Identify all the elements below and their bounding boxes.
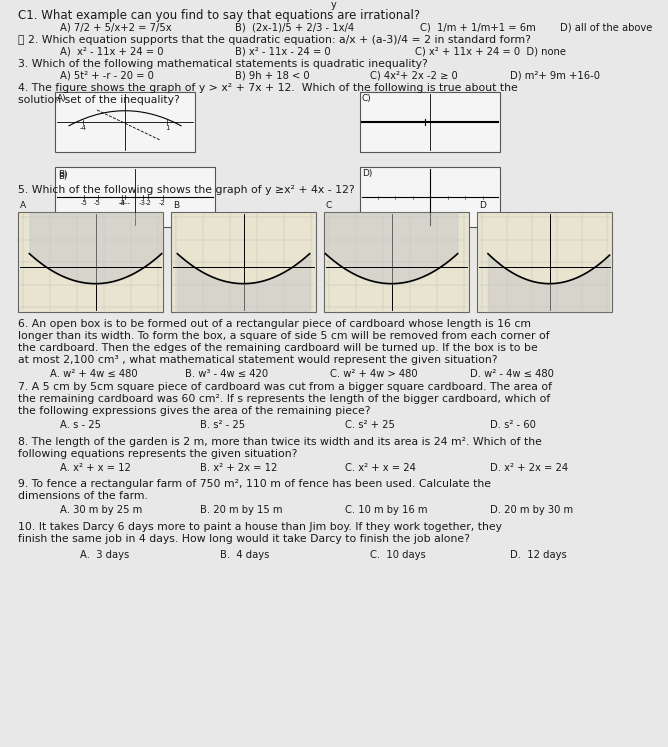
Text: longer than its width. To form the box, a square of side 5 cm will be removed fr: longer than its width. To form the box, … <box>18 331 550 341</box>
Text: D. 20 m by 30 m: D. 20 m by 30 m <box>490 505 573 515</box>
Text: 5. Which of the following shows the graph of y ≥x² + 4x - 12?: 5. Which of the following shows the grap… <box>18 185 355 195</box>
FancyBboxPatch shape <box>171 212 316 312</box>
Text: C): C) <box>362 94 372 103</box>
Text: B. s² - 25: B. s² - 25 <box>200 420 245 430</box>
FancyBboxPatch shape <box>55 92 195 152</box>
Text: -2: -2 <box>159 200 166 206</box>
Text: B. 20 m by 15 m: B. 20 m by 15 m <box>200 505 283 515</box>
Text: B)  (2x-1)/5 + 2/3 - 1x/4: B) (2x-1)/5 + 2/3 - 1x/4 <box>235 23 354 33</box>
Text: A) 5t² + -r - 20 = 0: A) 5t² + -r - 20 = 0 <box>60 71 154 81</box>
Text: A. x² + x = 12: A. x² + x = 12 <box>60 463 131 473</box>
FancyBboxPatch shape <box>18 212 163 312</box>
Text: D: D <box>479 201 486 210</box>
Text: -5: -5 <box>80 200 88 206</box>
Text: A. w² + 4w ≤ 480: A. w² + 4w ≤ 480 <box>50 369 138 379</box>
Text: A)  x² - 11x + 24 = 0: A) x² - 11x + 24 = 0 <box>60 47 164 57</box>
Text: C)  1/m + 1/m+1 = 6m: C) 1/m + 1/m+1 = 6m <box>420 23 536 33</box>
Text: A: A <box>20 201 26 210</box>
Text: B. w³ - 4w ≤ 420: B. w³ - 4w ≤ 420 <box>185 369 268 379</box>
Text: D. w² - 4w ≤ 480: D. w² - 4w ≤ 480 <box>470 369 554 379</box>
Text: C. x² + x = 24: C. x² + x = 24 <box>345 463 416 473</box>
Text: C) 4x²+ 2x -2 ≥ 0: C) 4x²+ 2x -2 ≥ 0 <box>370 71 458 81</box>
Text: the following expressions gives the area of the remaining piece?: the following expressions gives the area… <box>18 406 371 416</box>
Text: 9. To fence a rectangular farm of 750 m², 110 m of fence has been used. Calculat: 9. To fence a rectangular farm of 750 m²… <box>18 479 491 489</box>
Text: 1: 1 <box>165 125 169 131</box>
Text: A. s - 25: A. s - 25 <box>60 420 101 430</box>
Text: A. 30 m by 25 m: A. 30 m by 25 m <box>60 505 142 515</box>
Text: B): B) <box>58 170 67 179</box>
Text: 3. Which of the following mathematical statements is quadratic inequality?: 3. Which of the following mathematical s… <box>18 59 428 69</box>
Text: the cardboard. Then the edges of the remaining cardboard will be turned up. If t: the cardboard. Then the edges of the rem… <box>18 343 538 353</box>
Text: C. s² + 25: C. s² + 25 <box>345 420 395 430</box>
Text: B) 9h + 18 < 0: B) 9h + 18 < 0 <box>235 71 310 81</box>
Text: C: C <box>326 201 332 210</box>
Text: 8. The length of the garden is 2 m, more than twice its width and its area is 24: 8. The length of the garden is 2 m, more… <box>18 437 542 447</box>
Text: following equations represents the given situation?: following equations represents the given… <box>18 449 297 459</box>
Text: -4--: -4-- <box>119 200 131 206</box>
Text: -5: -5 <box>94 200 101 206</box>
FancyBboxPatch shape <box>324 212 469 312</box>
Text: -3: -3 <box>139 200 146 206</box>
Text: B.  4 days: B. 4 days <box>220 550 269 560</box>
Text: D) m²+ 9m +16-0: D) m²+ 9m +16-0 <box>510 71 600 81</box>
Text: B) x² - 11x - 24 = 0: B) x² - 11x - 24 = 0 <box>235 47 331 57</box>
Text: y: y <box>331 0 337 10</box>
Text: 4. The figure shows the graph of y > x² + 7x + 12.  Which of the following is tr: 4. The figure shows the graph of y > x² … <box>18 83 518 93</box>
Text: A.  3 days: A. 3 days <box>80 550 129 560</box>
Text: D. s² - 60: D. s² - 60 <box>490 420 536 430</box>
Text: D) all of the above: D) all of the above <box>560 23 653 33</box>
Text: 7. A 5 cm by 5cm square piece of cardboard was cut from a bigger square cardboar: 7. A 5 cm by 5cm square piece of cardboa… <box>18 382 552 392</box>
Text: finish the same job in 4 days. How long would it take Darcy to finish the job al: finish the same job in 4 days. How long … <box>18 534 470 544</box>
Text: C1. What example can you find to say that equations are irrational?: C1. What example can you find to say tha… <box>18 9 420 22</box>
Text: B): B) <box>58 172 67 181</box>
Text: C.  10 days: C. 10 days <box>370 550 426 560</box>
Text: C) x² + 11x + 24 = 0  D) none: C) x² + 11x + 24 = 0 D) none <box>415 47 566 57</box>
Text: D. x² + 2x = 24: D. x² + 2x = 24 <box>490 463 568 473</box>
Text: C. 10 m by 16 m: C. 10 m by 16 m <box>345 505 428 515</box>
Text: D): D) <box>362 169 372 178</box>
Text: -3: -3 <box>119 200 126 206</box>
FancyBboxPatch shape <box>360 167 500 227</box>
Text: A): A) <box>57 94 67 103</box>
Text: dimensions of the farm.: dimensions of the farm. <box>18 491 148 501</box>
Text: A) 7/2 + 5/x+2 = 7/5x: A) 7/2 + 5/x+2 = 7/5x <box>60 23 172 33</box>
Text: -2: -2 <box>144 200 151 206</box>
Text: D.  12 days: D. 12 days <box>510 550 566 560</box>
Text: C. w² + 4w > 480: C. w² + 4w > 480 <box>330 369 418 379</box>
Text: 10. It takes Darcy 6 days more to paint a house than Jim boy. If they work toget: 10. It takes Darcy 6 days more to paint … <box>18 522 502 532</box>
Text: at most 2,100 cm³ , what mathematical statement would represent the given situat: at most 2,100 cm³ , what mathematical st… <box>18 355 498 365</box>
FancyBboxPatch shape <box>360 92 500 152</box>
FancyBboxPatch shape <box>477 212 612 312</box>
Text: ਿ 2. Which equation supports that the quadratic equation: a/x + (a-3)/4 = 2 in s: ਿ 2. Which equation supports that the qu… <box>18 35 531 45</box>
Text: solution set of the inequality?: solution set of the inequality? <box>18 95 180 105</box>
Text: -4: -4 <box>79 125 86 131</box>
Text: the remaining cardboard was 60 cm². If s represents the length of the bigger car: the remaining cardboard was 60 cm². If s… <box>18 394 550 404</box>
Text: B. x² + 2x = 12: B. x² + 2x = 12 <box>200 463 277 473</box>
Text: 6. An open box is to be formed out of a rectangular piece of cardboard whose len: 6. An open box is to be formed out of a … <box>18 319 531 329</box>
Text: B: B <box>173 201 179 210</box>
FancyBboxPatch shape <box>55 167 215 227</box>
